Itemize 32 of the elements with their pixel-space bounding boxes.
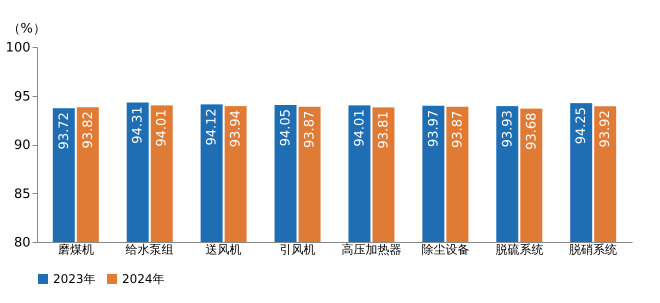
data-label: 94.05: [278, 109, 294, 146]
y-tick-label: 90: [14, 138, 30, 153]
data-label: 94.12: [204, 108, 220, 146]
y-tick-label: 80: [14, 236, 30, 250]
data-label: 93.72: [56, 112, 72, 150]
x-tick-label: 除尘设备: [421, 242, 470, 256]
data-label: 93.81: [376, 111, 392, 149]
data-label: 93.92: [598, 110, 614, 148]
data-label: 94.31: [130, 106, 146, 144]
x-tick-label: 送风机: [206, 242, 242, 256]
x-tick-label: 引风机: [280, 242, 316, 256]
data-label: 93.97: [426, 110, 442, 148]
legend-label: 2024年: [122, 272, 165, 286]
data-label: 93.87: [302, 110, 318, 148]
data-label: 93.93: [500, 110, 516, 148]
x-tick-label: 脱硫系统: [495, 242, 544, 256]
x-tick-label: 高压加热器: [341, 242, 402, 256]
data-label: 93.68: [524, 112, 540, 150]
legend-label: 2023年: [53, 272, 96, 286]
y-axis-title: （%）: [8, 22, 46, 36]
data-label: 93.87: [450, 110, 466, 148]
x-tick-label: 磨煤机: [58, 242, 94, 256]
data-label: 94.25: [574, 107, 590, 144]
x-tick-label: 给水泵组: [126, 242, 174, 256]
data-label: 93.94: [228, 110, 244, 148]
data-label: 93.82: [80, 111, 96, 148]
y-tick-label: 95: [14, 89, 30, 104]
data-label: 94.01: [154, 109, 170, 147]
x-tick-label: 脱硝系统: [569, 242, 618, 256]
y-tick-label: 85: [14, 186, 30, 202]
y-tick-label: 100: [6, 40, 30, 56]
data-label: 94.01: [352, 109, 368, 147]
